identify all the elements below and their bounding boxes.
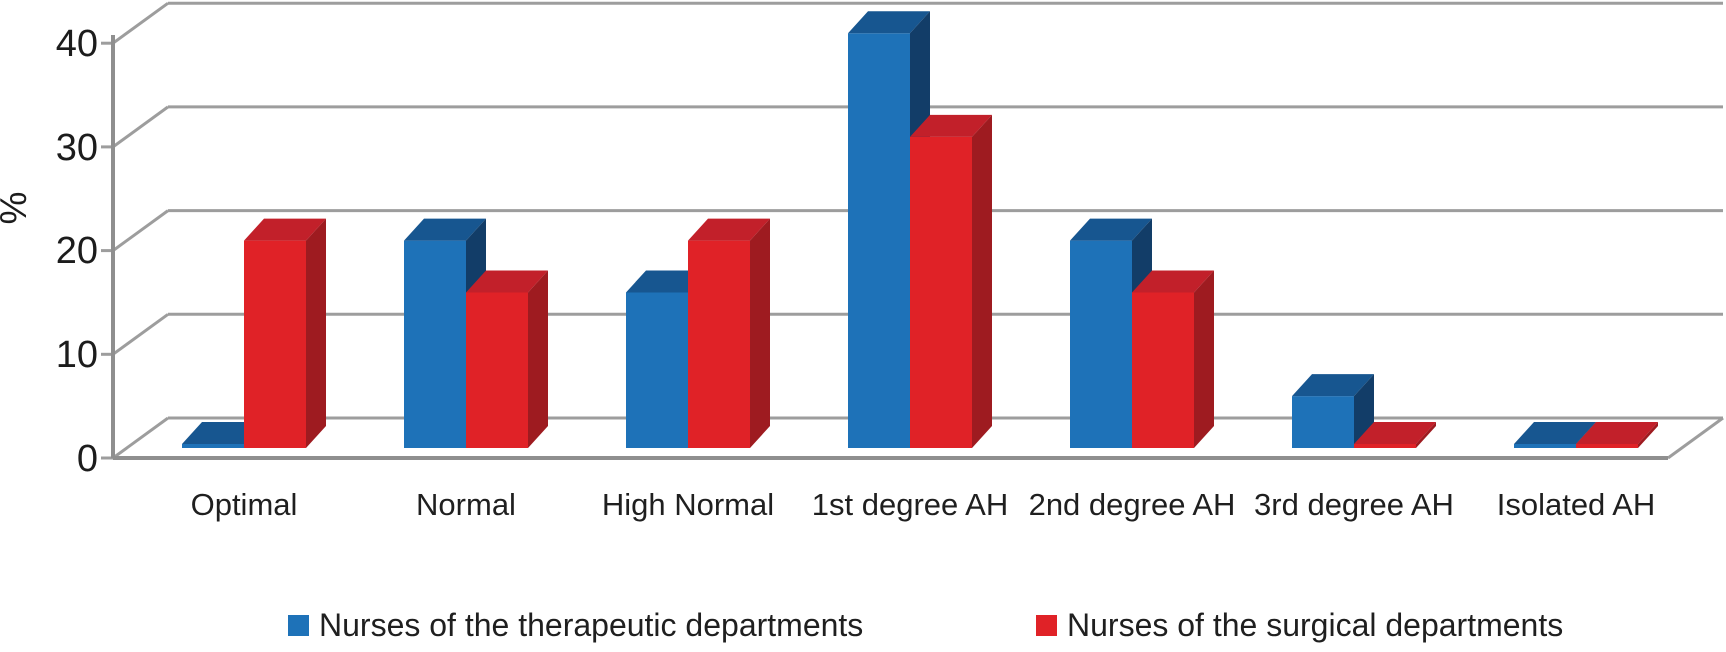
x-category-label-optimal: Optimal (190, 487, 298, 522)
legend-swatch-surgical-icon (1036, 614, 1057, 636)
legend-item-surgical: Nurses of the surgical departments (1036, 604, 1563, 646)
y-tick-label-40: 40 (55, 23, 98, 65)
x-category-label-3rd-degree: 3rd degree AH (1254, 487, 1454, 522)
y-tick-label-30: 30 (55, 127, 98, 169)
x-category-label-1st-degree: 1st degree AH (811, 487, 1009, 522)
y-tick-label-20: 20 (55, 230, 98, 272)
legend-label-therapeutic: Nurses of the therapeutic departments (319, 606, 864, 643)
x-category-label-high-normal: High Normal (601, 487, 775, 522)
y-axis-title: % (0, 186, 34, 230)
bar-plot-3d (101, 1, 1724, 460)
x-category-label-normal: Normal (416, 487, 516, 522)
y-tick-label-0: 0 (76, 438, 98, 480)
y-tick-label-10: 10 (55, 334, 98, 376)
legend-label-surgical: Nurses of the surgical departments (1067, 606, 1564, 643)
x-category-label-2nd-degree: 2nd degree AH (1028, 487, 1236, 522)
legend-item-therapeutic: Nurses of the therapeutic departments (288, 604, 863, 646)
legend-swatch-therapeutic-icon (288, 614, 309, 636)
x-category-label-isolated: Isolated AH (1496, 487, 1656, 522)
